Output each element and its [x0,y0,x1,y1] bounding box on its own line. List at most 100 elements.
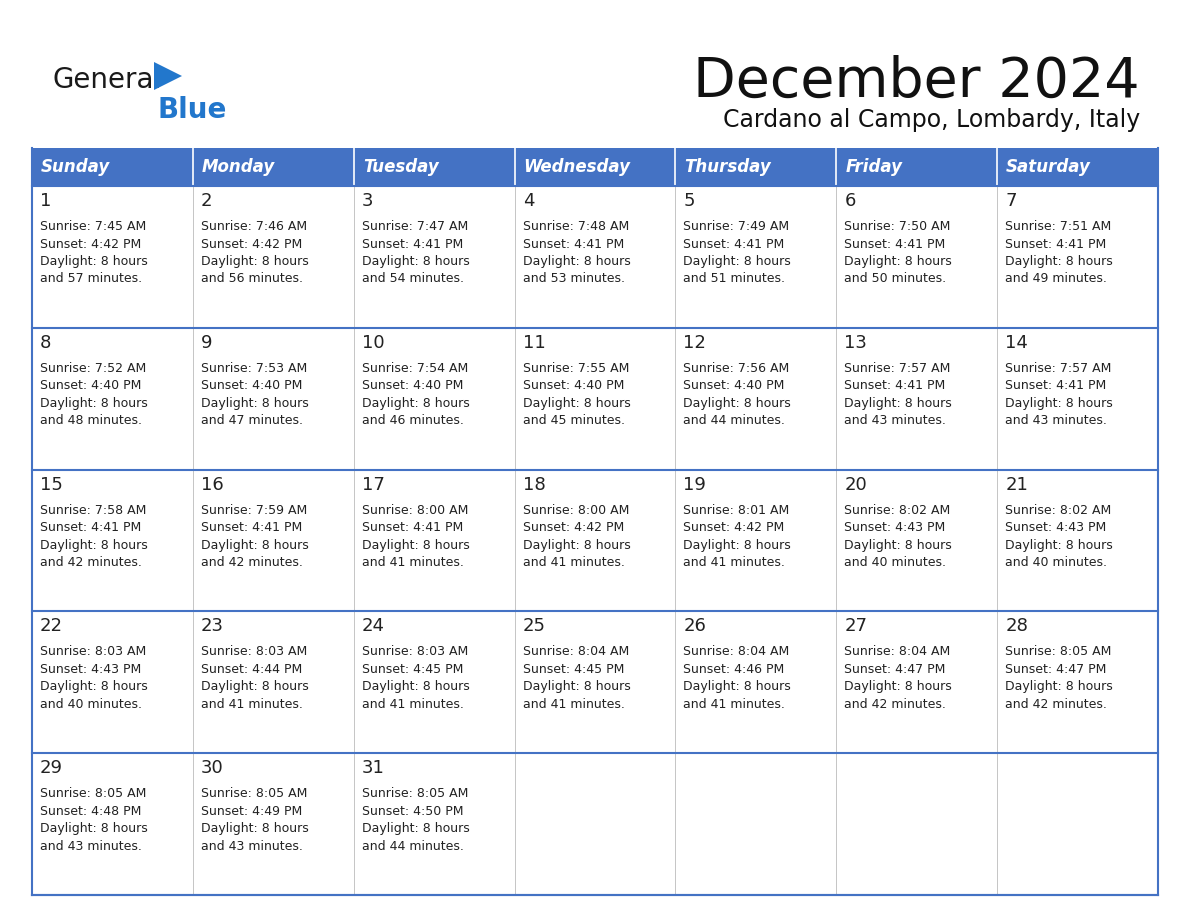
Text: Sunrise: 8:00 AM: Sunrise: 8:00 AM [523,504,628,517]
Text: and 50 minutes.: and 50 minutes. [845,273,947,285]
Text: Daylight: 8 hours: Daylight: 8 hours [845,539,952,552]
Text: Sunset: 4:45 PM: Sunset: 4:45 PM [523,663,624,676]
Text: Friday: Friday [846,158,902,176]
Text: Daylight: 8 hours: Daylight: 8 hours [40,539,147,552]
Text: Daylight: 8 hours: Daylight: 8 hours [201,397,309,409]
Text: Daylight: 8 hours: Daylight: 8 hours [845,397,952,409]
Text: and 42 minutes.: and 42 minutes. [1005,698,1107,711]
Text: Sunrise: 8:01 AM: Sunrise: 8:01 AM [683,504,790,517]
Text: and 49 minutes.: and 49 minutes. [1005,273,1107,285]
Text: Sunrise: 8:05 AM: Sunrise: 8:05 AM [361,788,468,800]
Text: 15: 15 [40,476,63,494]
Text: 12: 12 [683,334,707,352]
Text: Daylight: 8 hours: Daylight: 8 hours [361,680,469,693]
Text: Daylight: 8 hours: Daylight: 8 hours [523,397,631,409]
Text: Sunrise: 8:00 AM: Sunrise: 8:00 AM [361,504,468,517]
Text: Sunday: Sunday [42,158,110,176]
Text: Sunset: 4:41 PM: Sunset: 4:41 PM [361,238,463,251]
Text: Sunrise: 7:56 AM: Sunrise: 7:56 AM [683,362,790,375]
Text: Daylight: 8 hours: Daylight: 8 hours [683,397,791,409]
Text: Sunrise: 8:03 AM: Sunrise: 8:03 AM [361,645,468,658]
Text: Sunrise: 7:48 AM: Sunrise: 7:48 AM [523,220,628,233]
Text: Daylight: 8 hours: Daylight: 8 hours [683,539,791,552]
Text: Sunrise: 7:59 AM: Sunrise: 7:59 AM [201,504,308,517]
Text: Daylight: 8 hours: Daylight: 8 hours [361,397,469,409]
Text: and 41 minutes.: and 41 minutes. [683,556,785,569]
Text: 13: 13 [845,334,867,352]
Text: Monday: Monday [202,158,276,176]
Text: Sunrise: 7:49 AM: Sunrise: 7:49 AM [683,220,790,233]
Bar [676,470,836,611]
Text: Sunrise: 7:57 AM: Sunrise: 7:57 AM [845,362,950,375]
Text: and 42 minutes.: and 42 minutes. [201,556,303,569]
Text: and 40 minutes.: and 40 minutes. [845,556,947,569]
Text: Daylight: 8 hours: Daylight: 8 hours [361,255,469,268]
Text: 17: 17 [361,476,385,494]
Text: December 2024: December 2024 [694,55,1140,109]
Text: Sunrise: 8:04 AM: Sunrise: 8:04 AM [523,645,628,658]
Bar [354,148,514,186]
Text: Sunrise: 7:53 AM: Sunrise: 7:53 AM [201,362,308,375]
Text: and 41 minutes.: and 41 minutes. [201,698,303,711]
Text: Daylight: 8 hours: Daylight: 8 hours [201,255,309,268]
Text: Sunset: 4:43 PM: Sunset: 4:43 PM [40,663,141,676]
Text: Sunset: 4:49 PM: Sunset: 4:49 PM [201,805,302,818]
Text: 23: 23 [201,618,223,635]
Text: Sunset: 4:41 PM: Sunset: 4:41 PM [683,238,785,251]
Bar [192,328,354,470]
Text: Daylight: 8 hours: Daylight: 8 hours [683,255,791,268]
Text: Sunrise: 8:02 AM: Sunrise: 8:02 AM [1005,504,1112,517]
Text: and 51 minutes.: and 51 minutes. [683,273,785,285]
Text: and 41 minutes.: and 41 minutes. [683,698,785,711]
Text: Sunset: 4:41 PM: Sunset: 4:41 PM [361,521,463,534]
Text: and 45 minutes.: and 45 minutes. [523,414,625,427]
Bar [192,470,354,611]
Text: Cardano al Campo, Lombardy, Italy: Cardano al Campo, Lombardy, Italy [722,108,1140,132]
Text: Sunset: 4:41 PM: Sunset: 4:41 PM [1005,238,1106,251]
Text: Sunset: 4:45 PM: Sunset: 4:45 PM [361,663,463,676]
Bar [676,328,836,470]
Text: Daylight: 8 hours: Daylight: 8 hours [523,255,631,268]
Text: and 42 minutes.: and 42 minutes. [845,698,946,711]
Text: and 41 minutes.: and 41 minutes. [361,556,463,569]
Text: and 43 minutes.: and 43 minutes. [201,840,303,853]
Text: Sunrise: 7:55 AM: Sunrise: 7:55 AM [523,362,628,375]
Text: Sunset: 4:42 PM: Sunset: 4:42 PM [40,238,141,251]
Text: and 48 minutes.: and 48 minutes. [40,414,143,427]
Bar [676,148,836,186]
Text: Sunrise: 7:52 AM: Sunrise: 7:52 AM [40,362,146,375]
Text: and 41 minutes.: and 41 minutes. [361,698,463,711]
Bar [514,753,676,895]
Text: 29: 29 [40,759,63,778]
Text: 8: 8 [40,334,51,352]
Text: Sunset: 4:42 PM: Sunset: 4:42 PM [683,521,785,534]
Text: Daylight: 8 hours: Daylight: 8 hours [201,680,309,693]
Text: 11: 11 [523,334,545,352]
Text: Thursday: Thursday [684,158,771,176]
Text: Daylight: 8 hours: Daylight: 8 hours [523,680,631,693]
Text: 27: 27 [845,618,867,635]
Text: Wednesday: Wednesday [524,158,631,176]
Text: 31: 31 [361,759,385,778]
Text: and 42 minutes.: and 42 minutes. [40,556,141,569]
Text: and 54 minutes.: and 54 minutes. [361,273,463,285]
Text: 21: 21 [1005,476,1028,494]
Bar [997,328,1158,470]
Text: 10: 10 [361,334,385,352]
Text: Blue: Blue [158,96,227,124]
Bar [354,186,514,328]
Text: Sunset: 4:47 PM: Sunset: 4:47 PM [1005,663,1106,676]
Bar [514,186,676,328]
Bar [997,753,1158,895]
Text: Daylight: 8 hours: Daylight: 8 hours [361,539,469,552]
Text: Daylight: 8 hours: Daylight: 8 hours [1005,255,1113,268]
Text: Sunrise: 7:58 AM: Sunrise: 7:58 AM [40,504,146,517]
Text: Sunset: 4:43 PM: Sunset: 4:43 PM [1005,521,1106,534]
Bar [354,611,514,753]
Text: Daylight: 8 hours: Daylight: 8 hours [523,539,631,552]
Text: Sunset: 4:42 PM: Sunset: 4:42 PM [201,238,302,251]
Text: Sunset: 4:40 PM: Sunset: 4:40 PM [201,379,302,392]
Text: 22: 22 [40,618,63,635]
Text: 9: 9 [201,334,213,352]
Text: Sunset: 4:41 PM: Sunset: 4:41 PM [845,238,946,251]
